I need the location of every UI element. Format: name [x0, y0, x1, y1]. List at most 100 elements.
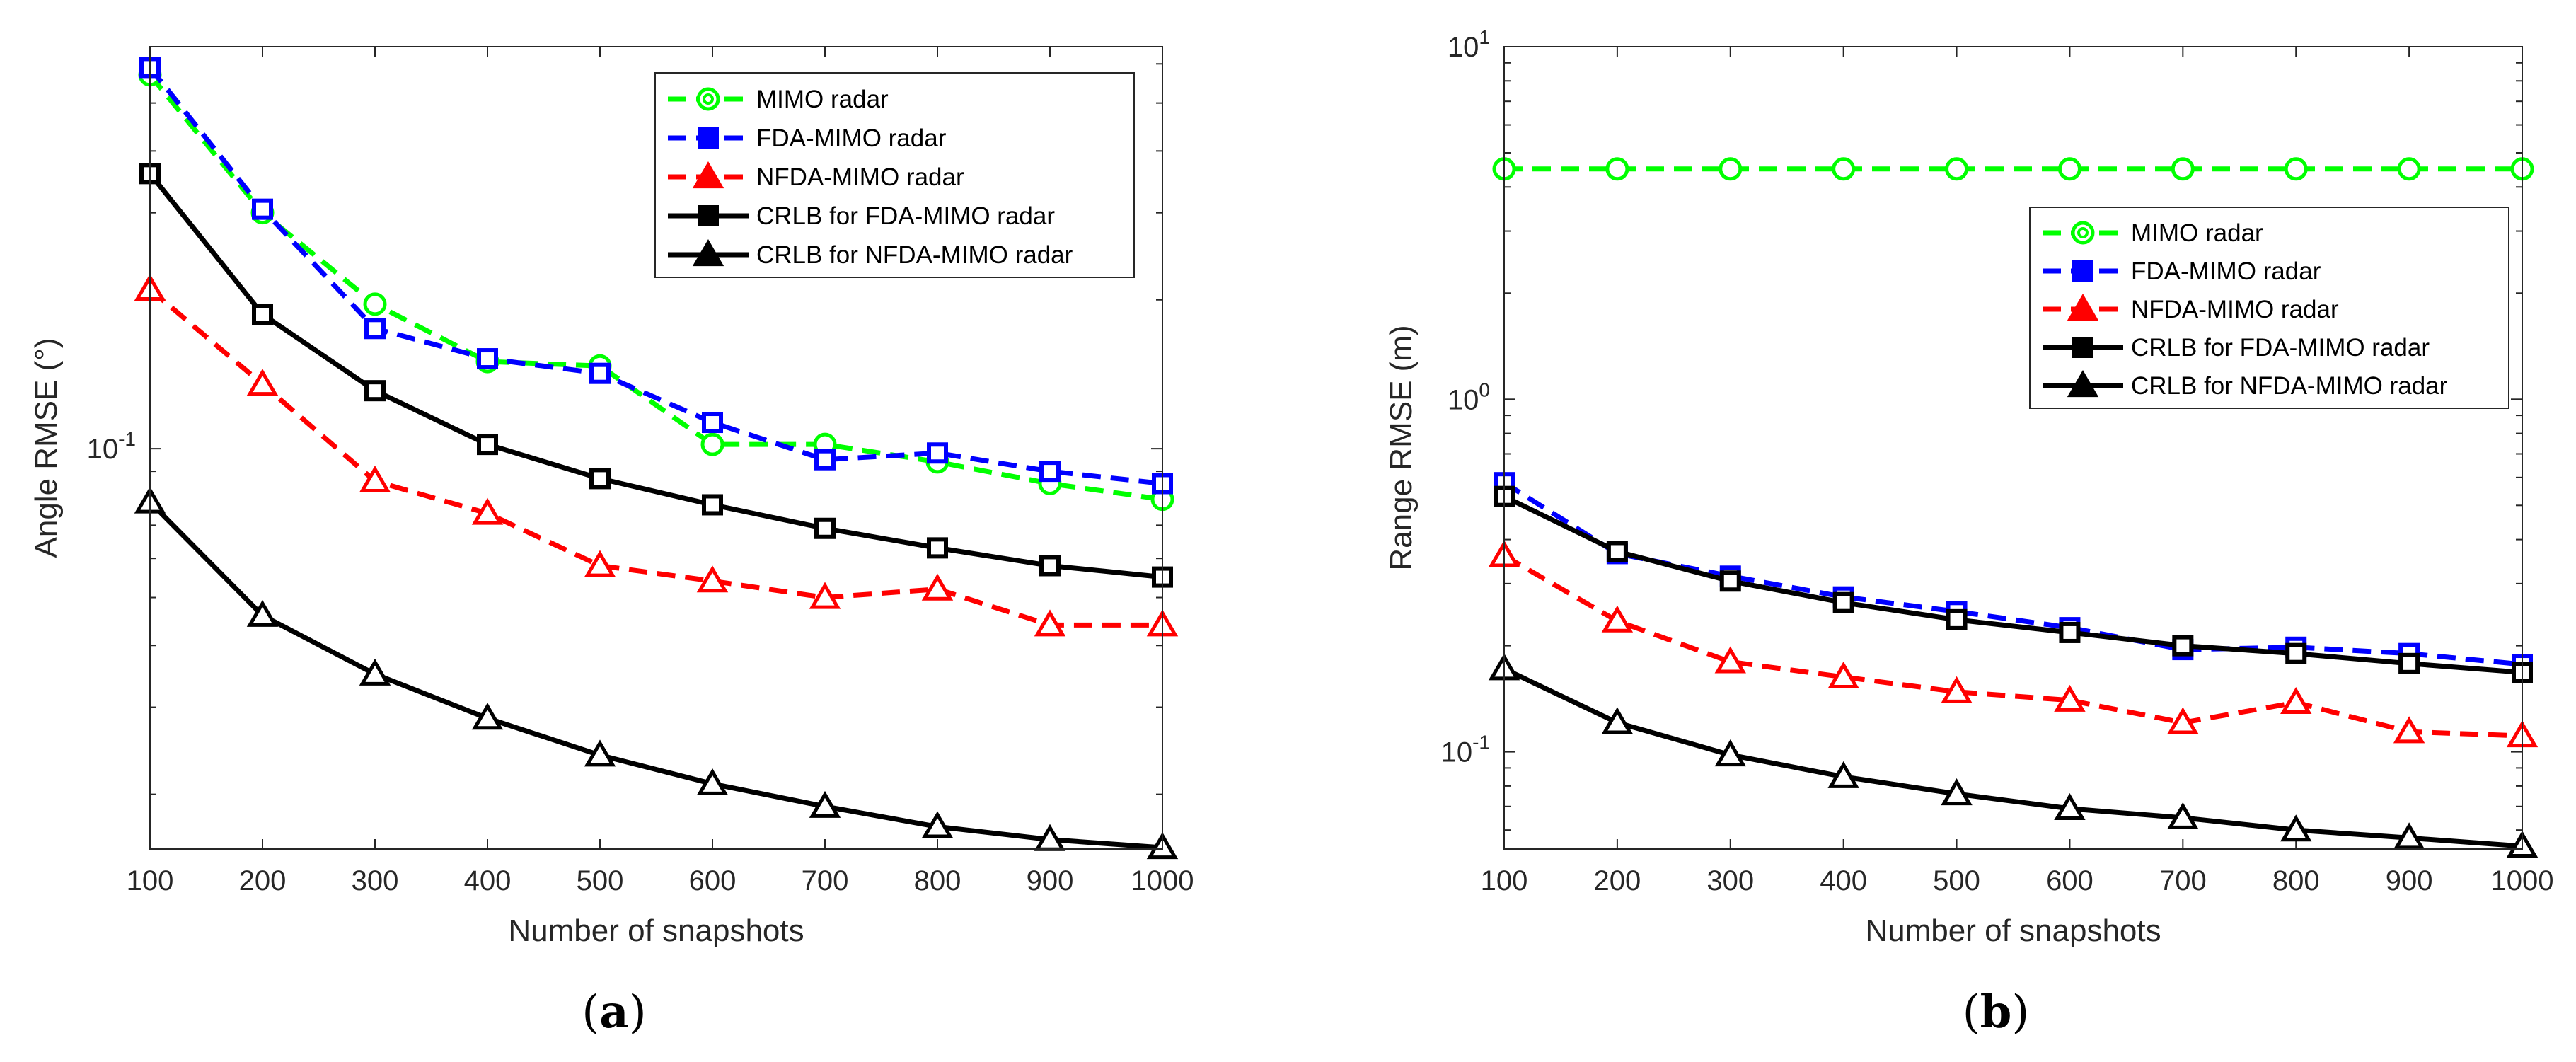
data-point	[1601, 707, 1634, 734]
y-axis-label: Angle RMSE (°)	[29, 337, 64, 558]
legend-label: CRLB for NFDA-MIMO radar	[2131, 372, 2448, 400]
y-axis-label: Range RMSE (m)	[1384, 325, 1419, 570]
data-point	[702, 412, 723, 434]
data-point	[921, 573, 954, 601]
series-line	[148, 287, 1162, 628]
data-point	[1719, 570, 1741, 592]
series-1	[1492, 157, 2534, 181]
axes-frame	[1503, 46, 2523, 850]
data-point	[584, 739, 616, 767]
series-3	[1488, 540, 2539, 748]
x-tick-label: 800	[914, 865, 961, 896]
x-axis-label: Number of snapshots	[1865, 913, 2161, 948]
data-point	[2285, 642, 2307, 664]
data-point	[2054, 684, 2086, 712]
y-tick-label: 10-1	[87, 428, 136, 465]
data-point	[814, 449, 836, 471]
series-4	[139, 163, 1173, 588]
data-point	[584, 550, 616, 577]
chart-panel-b: 100 200 300 400 500 600 700 800 900 1000 10-1 100 10…	[1384, 26, 2553, 1039]
data-point	[1034, 609, 1066, 637]
y-tick-label: 101	[1448, 26, 1490, 63]
data-point	[927, 442, 948, 464]
data-point	[2397, 157, 2421, 181]
x-tick-label: 500	[577, 865, 624, 896]
legend-item: CRLB for NFDA-MIMO radar	[2043, 370, 2448, 400]
data-point	[696, 565, 729, 593]
data-point	[589, 468, 611, 490]
data-point	[477, 434, 498, 456]
series-line	[148, 500, 1163, 850]
x-tick-label: 300	[352, 865, 399, 896]
x-tick-label: 1000	[1131, 865, 1194, 896]
data-point	[1039, 461, 1061, 483]
legend-swatch-marker	[2072, 337, 2093, 358]
data-point	[2167, 707, 2199, 734]
legend-label: MIMO radar	[756, 86, 889, 113]
data-point	[2054, 792, 2086, 821]
legend-label: CRLB for FDA-MIMO radar	[756, 202, 1055, 230]
data-point	[1714, 646, 1746, 674]
legend-swatch-marker	[2071, 221, 2095, 245]
x-tick-label: 700	[802, 865, 849, 896]
axis-ticks: 100 200 300 400 500 600 700 800 900 1000 10-1	[87, 47, 1194, 896]
x-axis-label: Number of snapshots	[508, 913, 804, 948]
x-tick-label: 300	[1706, 865, 1754, 896]
data-point	[2172, 635, 2194, 657]
legend-label: FDA-MIMO radar	[756, 125, 947, 152]
y-tick-label: 100	[1448, 379, 1490, 415]
series-line	[148, 172, 1163, 580]
legend-swatch-marker	[696, 87, 720, 111]
data-point	[1941, 778, 1973, 806]
axis-ticks: 100 200 300 400 500 600 700 800 900 1000 10-1 100 10…	[1441, 26, 2554, 896]
data-point	[927, 537, 948, 559]
legend-item: CRLB for NFDA-MIMO radar	[668, 239, 1073, 269]
x-tick-label: 800	[2272, 865, 2320, 896]
data-point	[2398, 652, 2420, 674]
series-5	[1488, 653, 2539, 858]
series-line	[1503, 666, 2523, 849]
legend-item: FDA-MIMO radar	[2043, 258, 2321, 285]
legend-label: MIMO radar	[2131, 219, 2263, 247]
data-point	[1601, 605, 1634, 633]
legend-label: FDA-MIMO radar	[2131, 258, 2321, 285]
legend-swatch-marker	[2067, 370, 2099, 398]
x-tick-label: 200	[239, 865, 287, 896]
legend-swatch-marker	[692, 161, 724, 189]
data-point	[1827, 761, 1859, 788]
data-point	[2280, 814, 2312, 842]
x-tick-label: 900	[1027, 865, 1074, 896]
data-point	[252, 198, 273, 220]
panel-caption: (a)	[582, 986, 646, 1039]
series-line	[148, 66, 1163, 486]
legend-item: MIMO radar	[668, 86, 889, 113]
x-tick-label: 900	[2386, 865, 2433, 896]
data-point	[2393, 822, 2425, 850]
legend-item: MIMO radar	[2043, 219, 2263, 247]
legend-label: NFDA-MIMO radar	[756, 163, 964, 191]
data-point	[246, 599, 279, 627]
data-point	[2057, 157, 2081, 181]
series-line	[1503, 494, 2523, 675]
data-point	[589, 362, 611, 384]
legend-swatch-marker	[2067, 294, 2099, 321]
x-tick-label: 1000	[2491, 865, 2554, 896]
legend-item: FDA-MIMO radar	[668, 125, 947, 152]
panel-caption: (b)	[1963, 986, 2030, 1039]
data-point	[921, 811, 954, 838]
data-point	[1832, 591, 1854, 613]
data-point	[1714, 739, 1746, 767]
data-point	[2167, 802, 2199, 829]
data-point	[2171, 157, 2195, 181]
data-point	[246, 369, 279, 396]
data-point	[2280, 686, 2312, 715]
data-point	[809, 790, 841, 818]
x-tick-label: 700	[2159, 865, 2207, 896]
data-point	[1945, 157, 1969, 181]
data-point	[1946, 608, 1968, 630]
data-point	[1039, 555, 1061, 577]
data-point	[1606, 541, 1628, 562]
data-point	[1719, 157, 1743, 181]
legend-item: NFDA-MIMO radar	[668, 161, 964, 191]
